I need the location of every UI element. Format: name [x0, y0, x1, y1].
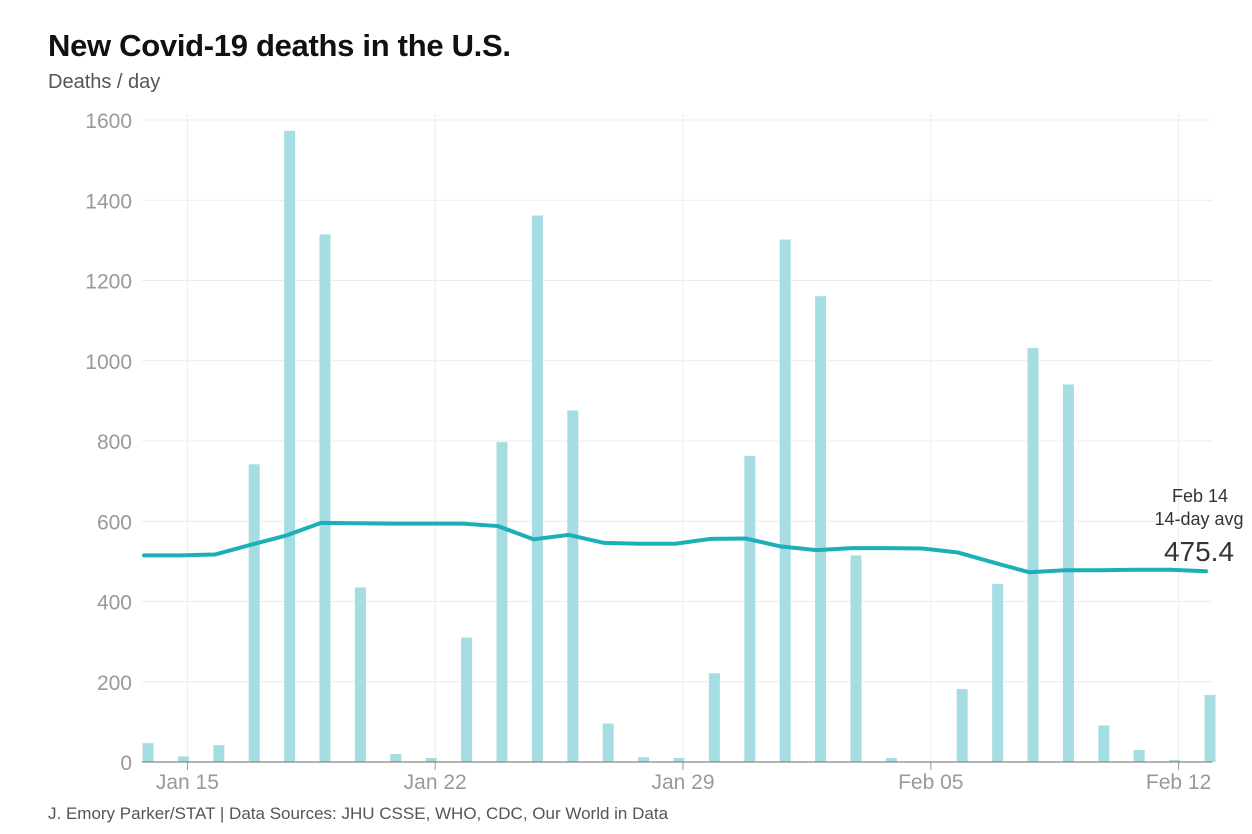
bar-feb-04	[885, 757, 897, 762]
bar-jan-25	[531, 215, 543, 762]
bar-feb-10	[1098, 725, 1110, 762]
bar-feb-01	[779, 239, 791, 762]
bar-feb-03	[850, 555, 862, 762]
y-tick-label: 1200	[85, 271, 132, 294]
y-tick-label: 1400	[85, 190, 132, 213]
y-tick-label: 800	[97, 431, 132, 454]
chart-title: New Covid-19 deaths in the U.S.	[48, 28, 511, 63]
y-tick-label: 400	[97, 592, 132, 615]
y-tick-label: 600	[97, 511, 132, 534]
bar-feb-07	[992, 583, 1004, 762]
bar-jan-27	[602, 723, 614, 762]
bar-jan-21	[390, 753, 402, 762]
x-tick-label: Jan 29	[651, 771, 714, 794]
bar-feb-13	[1204, 694, 1216, 762]
bar-feb-08	[1027, 347, 1039, 762]
bar-feb-12	[1169, 759, 1181, 762]
chart-subtitle: Deaths / day	[48, 71, 161, 93]
annotation-value: 475.4	[1164, 536, 1234, 567]
bar-jan-22	[425, 757, 437, 762]
avg-line	[142, 520, 1208, 575]
bar-jan-30	[708, 673, 720, 762]
bar-jan-19	[319, 234, 331, 762]
x-tick-label: Jan 22	[404, 771, 467, 794]
bar-feb-02	[815, 296, 827, 762]
y-tick-label: 0	[120, 752, 132, 775]
bar-jan-26	[567, 410, 579, 762]
bar-jan-17	[248, 464, 260, 762]
annotation-date: Feb 14	[1172, 486, 1228, 506]
bar-jan-18	[284, 130, 296, 763]
bar-jan-15	[177, 756, 189, 762]
y-tick-label: 1600	[85, 110, 132, 133]
y-tick-label: 1000	[85, 351, 132, 374]
bar-jan-31	[744, 455, 756, 762]
annotation-label: 14-day avg	[1154, 509, 1243, 529]
bar-feb-11	[1133, 749, 1145, 762]
bar-jan-28	[638, 757, 650, 762]
x-tick-label: Feb 05	[898, 771, 963, 794]
bar-feb-06	[956, 688, 968, 762]
bar-jan-29	[673, 757, 685, 762]
x-tick-label: Feb 12	[1146, 771, 1211, 794]
bar-jan-20	[354, 587, 366, 762]
y-tick-label: 200	[97, 672, 132, 695]
bar-feb-09	[1062, 384, 1074, 762]
bar-jan-14	[142, 743, 154, 762]
bar-jan-16	[213, 745, 225, 762]
bar-jan-23	[461, 637, 473, 762]
source-note: J. Emory Parker/STAT | Data Sources: JHU…	[48, 804, 669, 823]
x-tick-label: Jan 15	[156, 771, 219, 794]
bar-jan-24	[496, 442, 508, 762]
